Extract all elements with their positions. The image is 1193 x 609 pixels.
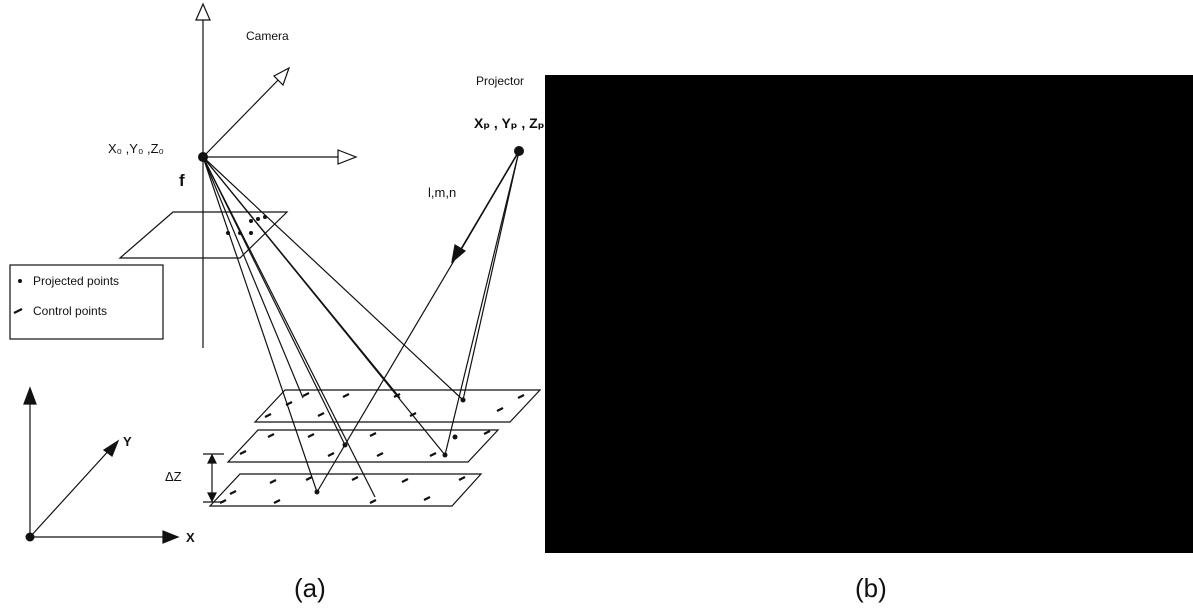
plane-projected-point xyxy=(442,452,448,458)
control-point xyxy=(327,452,335,457)
plane-projected-point xyxy=(342,442,348,448)
control-point xyxy=(302,392,310,397)
image-projected-point xyxy=(238,231,242,235)
control-point xyxy=(369,499,377,504)
world-vertical-arrowhead xyxy=(23,386,37,405)
plane-middle xyxy=(226,429,500,463)
camera-ray xyxy=(202,156,376,498)
control-point xyxy=(517,394,525,399)
camera-label: Camera xyxy=(246,29,289,43)
camera-center-point xyxy=(198,152,208,162)
legend-control-dash xyxy=(13,308,23,314)
control-point xyxy=(229,490,237,495)
legend-projected-points-label: Projected points xyxy=(33,274,119,288)
plane-bottom xyxy=(208,473,483,507)
panel-a-diagram xyxy=(9,2,542,544)
legend-control-points-label: Control points xyxy=(33,304,107,318)
control-point xyxy=(483,430,491,435)
control-point xyxy=(351,476,359,481)
control-point xyxy=(409,412,417,417)
legend-box xyxy=(9,264,164,340)
camera-ray xyxy=(202,156,464,401)
camera-diagonal-arrowhead xyxy=(273,66,291,87)
delta-z-arrow-down xyxy=(207,492,217,503)
projector-ray-3 xyxy=(462,150,520,401)
image-projected-point xyxy=(263,215,267,219)
panel-b-image xyxy=(545,75,1193,553)
control-point xyxy=(273,499,281,504)
image-projected-point xyxy=(256,217,260,221)
camera-vertical-arrowhead xyxy=(195,2,211,21)
camera-ray xyxy=(202,156,304,399)
control-point xyxy=(401,478,409,483)
control-point xyxy=(496,407,504,412)
points-layer xyxy=(18,146,524,542)
plane-top xyxy=(253,389,542,423)
world-y-diagonal-axis xyxy=(29,446,113,538)
control-point xyxy=(269,479,277,484)
direction-cosines-label: l,m,n xyxy=(428,185,456,200)
plane-projected-point xyxy=(452,434,458,440)
projector-center-label: Xₚ , Yₚ , Zₚ xyxy=(474,115,544,131)
control-point xyxy=(264,413,272,418)
image-plane xyxy=(118,211,289,259)
control-point xyxy=(307,433,315,438)
delta-z-arrow-up xyxy=(207,453,217,464)
image-projected-point xyxy=(226,231,230,235)
world-y-axis-label: Y xyxy=(123,434,132,449)
plane-projected-point xyxy=(314,489,320,495)
control-point xyxy=(423,496,431,501)
projector-label: Projector xyxy=(476,74,524,88)
world-x-axis-label: X xyxy=(186,530,195,545)
control-point xyxy=(376,452,384,457)
world-y-arrowhead xyxy=(102,439,120,457)
camera-diagonal-axis xyxy=(202,74,284,158)
camera-center-label: X₀ ,Y₀ ,Z₀ xyxy=(108,141,164,156)
plane-projected-point xyxy=(460,397,466,403)
projector-ray-2 xyxy=(444,150,520,456)
image-projected-point xyxy=(249,219,253,223)
control-points-layer xyxy=(13,308,525,504)
image-projected-point xyxy=(249,231,253,235)
world-origin-point xyxy=(25,532,35,542)
projector-center-point xyxy=(514,146,524,156)
direction-arrowhead xyxy=(451,244,467,264)
camera-ray xyxy=(202,156,401,399)
control-point xyxy=(342,393,350,398)
control-point xyxy=(429,452,437,457)
control-point xyxy=(317,412,325,417)
control-point xyxy=(239,450,247,455)
control-point xyxy=(267,433,275,438)
control-point xyxy=(219,499,227,504)
camera-ray xyxy=(202,156,318,493)
control-point xyxy=(393,393,401,398)
focal-length-label: f xyxy=(179,171,185,190)
legend-projected-dot xyxy=(18,279,22,283)
direction-arrow-line xyxy=(455,150,520,259)
control-point xyxy=(458,476,466,481)
camera-horizontal-arrowhead xyxy=(337,149,358,165)
control-point xyxy=(369,432,377,437)
control-point xyxy=(285,401,293,406)
caption-b: (b) xyxy=(855,573,887,603)
delta-z-label: ΔZ xyxy=(165,469,182,484)
control-point xyxy=(305,476,313,481)
caption-a: (a) xyxy=(294,573,326,603)
world-x-arrowhead xyxy=(162,530,180,544)
